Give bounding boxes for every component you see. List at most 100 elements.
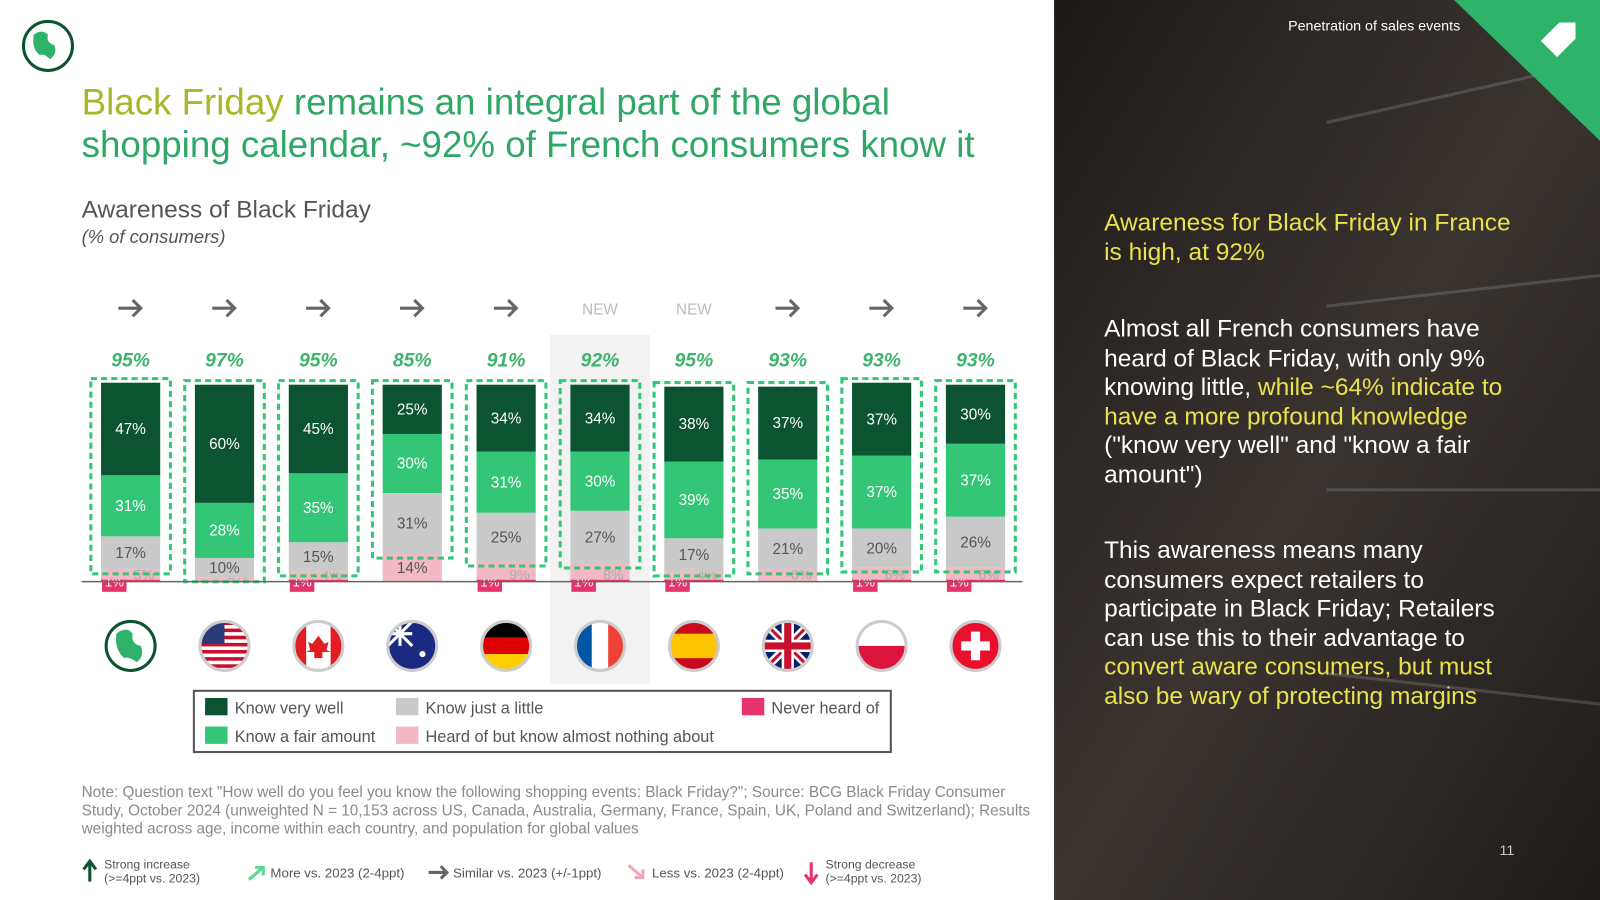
bar-segment	[570, 451, 630, 511]
value-label: 31%	[115, 498, 146, 515]
insights-box: Awareness for Black Friday in France is …	[1104, 209, 1522, 711]
total-label: 97%	[205, 349, 244, 371]
bar-segment	[758, 569, 818, 582]
trend-legend-label: More vs. 2023 (2-4ppt)	[270, 866, 404, 881]
value-label: 37%	[866, 484, 897, 501]
chart-subtitle: (% of consumers)	[82, 226, 226, 247]
trend-legend-label: Similar vs. 2023 (+/-1ppt)	[453, 866, 601, 881]
insight-text: convert aware consumers, but must also b…	[1104, 653, 1492, 710]
bar-segment	[852, 528, 912, 568]
photo-panel	[1054, 0, 1600, 900]
bar-segment	[945, 567, 1006, 580]
flag-cross	[763, 621, 813, 671]
total-label: 92%	[581, 349, 620, 371]
bar-segment	[476, 579, 536, 582]
value-label: 10%	[209, 560, 240, 577]
trend-legend-label: Less vs. 2023 (2-4ppt)	[652, 866, 784, 881]
insight: This awareness means many consumers expe…	[1104, 537, 1522, 711]
aware-box	[89, 377, 172, 576]
flag-ring	[667, 619, 720, 672]
insight-text: Almost all French consumers have heard o…	[1104, 315, 1485, 402]
trend-arrow	[306, 298, 331, 318]
value-label: 45%	[303, 421, 334, 438]
flag-ring	[761, 619, 814, 672]
trend-arrow	[118, 298, 143, 318]
aware-box	[277, 379, 360, 578]
flag-ring	[949, 619, 1002, 672]
bar-segment	[101, 579, 161, 582]
icon-similar	[428, 865, 450, 880]
note: Note: Question text "How well do you fee…	[81, 783, 1031, 838]
trend-arrow	[775, 298, 801, 318]
value-label: 47%	[115, 421, 146, 438]
legend-label: Know a fair amount	[235, 728, 376, 746]
bar-segment	[945, 384, 1006, 444]
bar-segment	[194, 577, 255, 582]
bar-segment	[194, 558, 255, 578]
legend-label: Never heard of	[771, 699, 879, 717]
flag-star	[419, 651, 426, 658]
flag-band	[857, 645, 907, 671]
value-label: 30%	[960, 406, 991, 423]
title-line-2: shopping calendar, ~92% of French consum…	[82, 124, 975, 165]
value-label: 35%	[772, 486, 803, 503]
flag-stripe	[200, 650, 249, 654]
value-label: 25%	[397, 401, 428, 418]
value-label: 34%	[491, 410, 522, 427]
bar-segment	[476, 512, 536, 562]
bar-segment	[852, 382, 912, 456]
bar-segment	[664, 571, 724, 580]
bar-segment	[758, 528, 818, 570]
icon-strong-increase	[82, 858, 98, 882]
aware-box	[558, 379, 642, 570]
bar-segment	[194, 502, 255, 558]
icon-strong-decrease	[803, 862, 819, 886]
section-label: Penetration of sales events	[1288, 19, 1460, 35]
insight-text: ("know very well" and "know a fair amoun…	[1104, 431, 1471, 489]
value-label: 38%	[679, 416, 710, 433]
total-label: 93%	[956, 349, 995, 371]
flag-stripe	[200, 657, 249, 661]
bar-segment	[570, 579, 630, 582]
legend-swatch	[395, 697, 419, 716]
insight-text: while ~64% indicate to have a more profo…	[1104, 373, 1503, 431]
trend-label: NEW	[676, 301, 712, 318]
flag	[106, 621, 156, 671]
value-label: 28%	[209, 523, 240, 540]
value-label: 39%	[679, 492, 710, 509]
total-label: 91%	[487, 349, 526, 371]
globe-land	[33, 31, 56, 60]
tl4-box: Strong decrease (>=4ppt vs. 2023)	[826, 857, 922, 886]
value-label: 9%	[509, 568, 530, 584]
value-label: 17%	[115, 545, 146, 562]
bar-segment	[101, 475, 161, 537]
value-label: 15%	[303, 549, 334, 566]
value-label: 30%	[397, 456, 428, 473]
flag-union	[387, 621, 414, 648]
bar-segment	[101, 569, 161, 580]
flag-cross	[961, 631, 990, 661]
bar-segment	[852, 455, 912, 529]
bar-segment	[288, 473, 348, 543]
bar-segment	[570, 510, 630, 564]
trend-arrow	[400, 298, 425, 318]
value-label: 21%	[772, 541, 803, 558]
flag-band	[857, 621, 907, 646]
chart-title: Awareness of Black Friday	[82, 196, 372, 223]
legend-label: Know just a little	[426, 699, 544, 717]
trend-legend: Strong increase (>=4ppt vs. 2023) More v…	[82, 857, 922, 886]
bar-segment	[288, 542, 348, 572]
total-label: 95%	[674, 349, 713, 371]
bar-segment	[945, 443, 1006, 517]
flag-ring	[480, 619, 533, 672]
value-label: 30%	[585, 473, 616, 490]
flag-band	[669, 633, 719, 659]
bar-segment	[852, 579, 912, 582]
aware-box	[746, 381, 830, 576]
value-label: 31%	[397, 516, 428, 533]
value-label: 34%	[585, 410, 616, 427]
flag-ring	[573, 619, 627, 672]
bar-segment	[382, 433, 442, 494]
bar-segment	[476, 384, 536, 452]
